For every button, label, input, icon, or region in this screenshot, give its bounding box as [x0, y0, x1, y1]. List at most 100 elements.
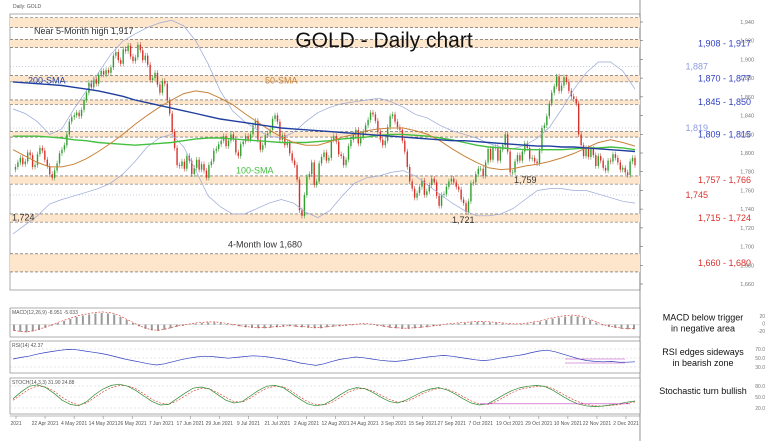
price-candle	[306, 176, 308, 195]
price-candle	[416, 193, 418, 198]
price-candle	[531, 157, 533, 159]
macd-histogram-bar	[150, 324, 153, 331]
price-candle	[218, 144, 220, 149]
stoch-tick-label: 50.0	[755, 395, 765, 401]
macd-histogram-bar	[44, 324, 47, 328]
price-candle	[497, 147, 499, 161]
price-candle	[127, 45, 129, 52]
price-candle	[533, 157, 536, 162]
macd-histogram-bar	[194, 323, 197, 325]
price-candle	[237, 152, 239, 157]
stoch-label: STOCH(14,3,3) 31.90 24.88	[12, 380, 75, 386]
price-candle	[560, 85, 563, 91]
price-candle	[90, 82, 93, 88]
price-candle	[489, 148, 492, 160]
price-candle	[149, 64, 151, 81]
macd-panel: MACD(12,26,9) -8.951 -5.033 20 0-20 MACD be…	[9, 307, 765, 338]
price-candle	[484, 162, 487, 176]
price-candle	[313, 162, 315, 186]
price-candle	[626, 172, 629, 176]
price-candle	[225, 136, 227, 147]
price-candle	[215, 148, 217, 151]
date-tick-label: 22 Nov 2021	[583, 421, 612, 427]
rsi-tick-label: 50.0	[755, 356, 765, 362]
price-candle	[247, 136, 249, 140]
date-tick-label: 2 Aug 2021	[294, 421, 320, 427]
price-candle	[499, 149, 502, 161]
ticker-label: Daily: GOLD	[13, 4, 41, 10]
price-candle	[159, 84, 161, 93]
price-candle	[384, 140, 386, 146]
macd-histogram-bar	[545, 320, 548, 325]
price-candle	[151, 78, 154, 81]
price-candle	[154, 72, 156, 79]
price-candle	[328, 157, 330, 161]
price-candle	[120, 60, 122, 64]
stochastic-panel: STOCH(14,3,3) 31.90 24.88 80.0 50.0 20.0 Sto…	[9, 377, 765, 415]
price-candle	[404, 140, 406, 152]
stoch-frame	[9, 377, 641, 415]
price-candle	[80, 109, 83, 117]
price-candle	[521, 151, 524, 161]
macd-histogram-bar	[113, 314, 116, 325]
macd-histogram-bar	[576, 316, 579, 325]
price-candle	[183, 161, 186, 169]
price-candle	[139, 44, 142, 51]
macd-histogram-bar	[407, 324, 410, 329]
price-candle	[475, 174, 477, 183]
price-candle	[78, 112, 80, 117]
price-candle	[31, 155, 34, 167]
macd-histogram-bar	[614, 324, 617, 328]
price-candle	[14, 166, 17, 170]
price-candle	[320, 156, 323, 164]
date-tick-label: 7 Oct 2021	[469, 421, 494, 427]
price-tick-label: 1,940	[740, 20, 754, 26]
price-candle	[391, 114, 394, 117]
date-tick-label: 21 Jul 2021	[264, 421, 290, 427]
macd-histogram-bar	[413, 324, 416, 329]
price-candle	[17, 162, 19, 167]
macd-histogram-bar	[175, 324, 178, 327]
price-candle	[252, 125, 254, 135]
price-candle	[345, 159, 347, 166]
macd-histogram-bar	[200, 323, 203, 325]
date-tick-label: 27 Sep 2021	[438, 421, 467, 427]
price-candle	[213, 150, 215, 162]
date-tick-label: 2 Dec 2021	[613, 421, 639, 427]
price-candle	[83, 99, 85, 110]
price-candle	[88, 82, 90, 93]
chart-annotation: 200-SMA	[28, 76, 66, 86]
price-tick-label: 1,660	[740, 282, 754, 288]
support-resistance-zone	[10, 131, 640, 138]
price-candle	[342, 156, 345, 166]
price-candle	[173, 131, 176, 148]
price-candle	[548, 103, 550, 117]
macd-histogram-bar	[488, 322, 491, 325]
price-tick-label: 1,900	[740, 57, 754, 63]
price-candle	[166, 83, 168, 100]
zone-label: 1,757 - 1,766	[698, 175, 751, 185]
price-candle	[73, 115, 75, 118]
price-candle	[271, 118, 274, 130]
price-candle	[423, 180, 426, 195]
price-candle	[36, 154, 39, 166]
price-candle	[117, 52, 119, 61]
macd-histogram-bar	[125, 320, 128, 325]
price-candle	[377, 120, 379, 132]
date-tick-label: 26 May 2021	[118, 421, 147, 427]
macd-histogram-bar	[294, 324, 297, 327]
macd-histogram-bar	[232, 324, 235, 326]
price-tick-label: 1,840	[740, 114, 754, 120]
price-tick-label: 1,680	[740, 263, 754, 269]
price-candle	[325, 152, 328, 161]
price-candle	[428, 185, 430, 192]
macd-histogram-bar	[81, 315, 84, 325]
price-candle	[75, 112, 78, 116]
price-candle	[44, 150, 46, 160]
price-candle	[634, 157, 636, 166]
price-candle	[186, 156, 188, 169]
price-candle	[580, 134, 582, 146]
macd-histogram-bar	[495, 323, 498, 325]
price-candle	[129, 45, 132, 57]
price-candle	[536, 161, 538, 164]
